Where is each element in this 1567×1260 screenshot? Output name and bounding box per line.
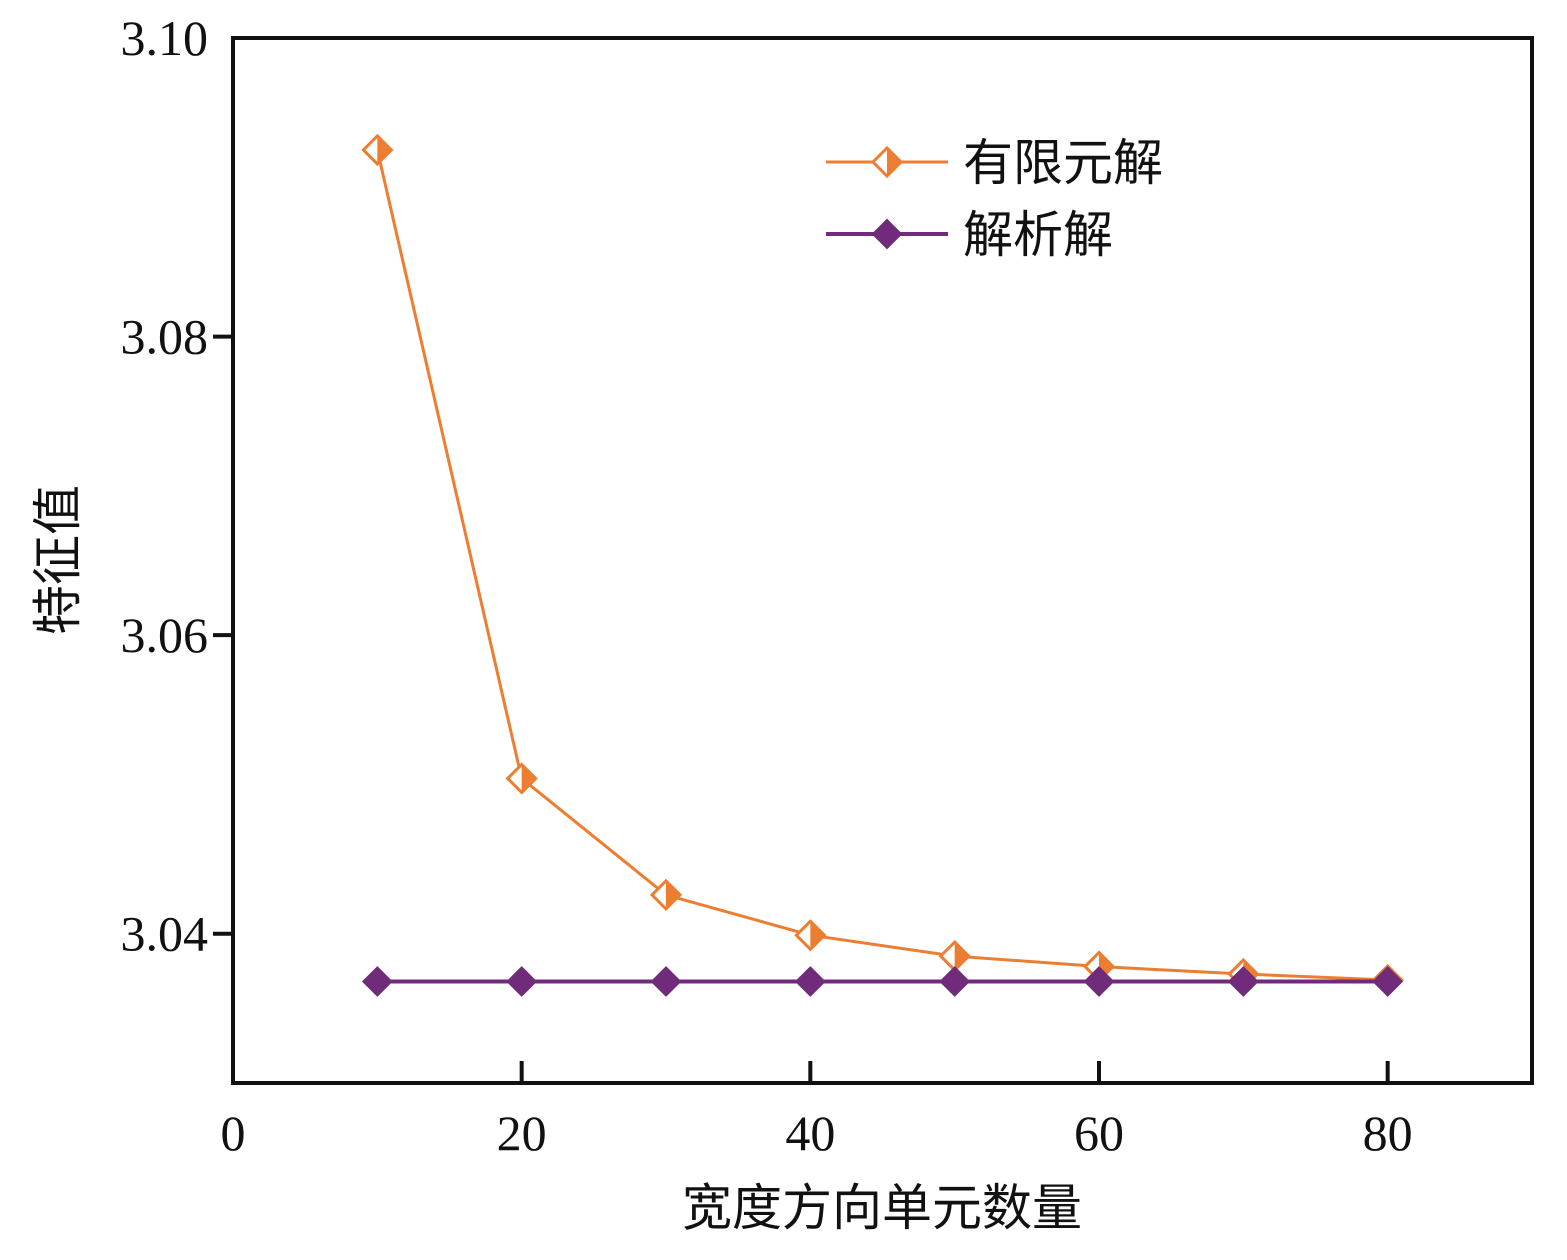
x-tick-label: 20 — [497, 1105, 547, 1161]
data-point-fill — [954, 942, 969, 971]
plot-frame — [231, 36, 1534, 1085]
data-point-fill — [521, 764, 536, 793]
legend-item: 解析解 — [826, 206, 1113, 264]
legend-label: 解析解 — [963, 206, 1113, 264]
series-1 — [361, 966, 1404, 997]
x-tick-label: 0 — [221, 1105, 246, 1161]
data-point — [1372, 966, 1404, 997]
legend-label: 有限元解 — [963, 134, 1163, 192]
y-tick-label: 3.10 — [121, 10, 209, 66]
y-axis-title: 特征值 — [29, 485, 87, 635]
series-0 — [361, 133, 1404, 997]
data-point-fill — [666, 880, 680, 909]
data-point — [794, 966, 826, 997]
data-point-fill — [810, 921, 825, 950]
x-tick-label: 40 — [785, 1105, 835, 1161]
y-tick-label: 3.06 — [121, 607, 209, 663]
data-point — [1227, 966, 1259, 997]
legend-marker — [871, 218, 903, 250]
legend-item: 有限元解 — [826, 134, 1163, 192]
x-tick-label: 80 — [1363, 1105, 1413, 1161]
data-point — [1083, 966, 1115, 997]
data-point — [361, 966, 393, 997]
data-point — [506, 966, 538, 997]
x-axis-title: 宽度方向单元数量 — [682, 1179, 1082, 1237]
y-tick-label: 3.08 — [121, 309, 209, 365]
data-point — [650, 966, 682, 997]
y-tick-label: 3.04 — [121, 906, 209, 962]
data-point — [939, 966, 971, 997]
series-line — [375, 149, 1388, 982]
data-point-fill — [377, 135, 392, 164]
legend-marker-fill — [887, 148, 901, 176]
x-tick-label: 60 — [1074, 1105, 1124, 1161]
